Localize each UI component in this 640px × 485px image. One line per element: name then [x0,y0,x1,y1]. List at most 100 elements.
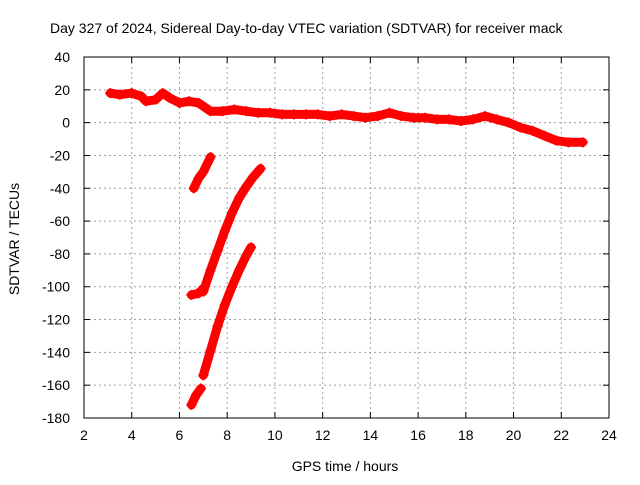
data-point [277,109,288,120]
y-tick-label: -160 [42,377,70,393]
y-tick-label: -100 [42,279,70,295]
data-point [164,93,175,104]
data-point [136,91,147,102]
data-point [205,265,216,276]
data-point [212,245,223,256]
data-point [205,345,216,356]
x-tick-label: 14 [363,427,379,443]
data-point [551,135,562,146]
x-tick-label: 4 [128,427,136,443]
y-tick-label: -80 [50,246,70,262]
data-point [186,289,197,300]
data-point [289,109,299,120]
data-point [157,88,168,99]
data-point [479,111,490,122]
data-point [444,114,455,125]
data-point [312,109,323,120]
data-point [114,89,125,100]
data-point [563,137,574,148]
data-point [229,104,240,115]
x-axis-label: GPS time / hours [292,458,399,474]
x-tick-label: 6 [176,427,184,443]
series-arc-a-upper [188,152,216,194]
data-point [396,111,407,122]
data-point [184,96,194,107]
data-point [219,225,230,236]
y-tick-label: -20 [50,147,70,163]
data-point [336,109,347,120]
x-tick-label: 20 [506,427,522,443]
data-point [253,107,264,118]
data-point [372,111,383,122]
chart-title: Day 327 of 2024, Sidereal Day-to-day VTE… [50,20,563,36]
axes [83,56,610,419]
data-point [241,181,252,192]
x-tick-label: 2 [80,427,88,443]
y-tick-label: -40 [50,180,70,196]
data-point [234,193,245,204]
series-arc-b [198,163,266,297]
series-arc-c [198,242,257,381]
x-tick-label: 18 [458,427,474,443]
data-point [241,106,252,117]
data-point [198,166,209,177]
data-point [198,286,209,297]
data-point [241,250,252,261]
data-point [491,114,502,125]
data-point [539,130,550,141]
data-point [226,207,237,218]
data-point [174,97,185,108]
data-point [126,88,137,99]
data-point [234,265,245,276]
data-point [515,122,526,133]
data-point [246,242,257,253]
y-tick-label: -180 [42,410,70,426]
data-point [255,163,266,174]
data-point [191,390,202,401]
data-point [467,114,478,125]
data-point [300,109,311,120]
data-point [577,137,588,148]
data-point [195,383,206,394]
data-point [324,111,335,122]
data-point [456,115,467,126]
data-point [348,111,359,122]
data-point [188,183,199,194]
data-point [150,94,161,105]
series-main-trace [105,88,588,148]
y-tick-label: 0 [62,115,70,131]
data-point [193,173,204,184]
y-tick-label: -60 [50,213,70,229]
data-marks [105,88,588,410]
data-point [212,321,223,332]
data-point [105,88,116,99]
y-tick-label: 20 [54,82,70,98]
x-tick-label: 10 [267,427,283,443]
data-point [503,117,514,128]
data-point [217,106,228,117]
x-tick-label: 16 [410,427,426,443]
data-point [420,112,431,123]
x-tick-label: 24 [601,427,617,443]
data-point [198,370,209,381]
y-tick-label: -140 [42,344,70,360]
data-point [186,399,197,410]
series-band [198,242,256,380]
series-arc-c-start [186,383,206,410]
data-point [248,171,259,182]
data-point [193,97,204,108]
data-point [384,107,395,118]
data-point [141,96,152,107]
data-point [265,107,276,118]
x-tick-label: 22 [553,427,569,443]
x-tick-label: 12 [315,427,331,443]
data-point [527,125,538,136]
y-axis-label: SDTVAR / TECUs [6,183,22,295]
x-tick-label: 8 [223,427,231,443]
plot-frame [83,56,610,419]
y-tick-label: 40 [54,49,70,65]
data-point [432,114,443,125]
